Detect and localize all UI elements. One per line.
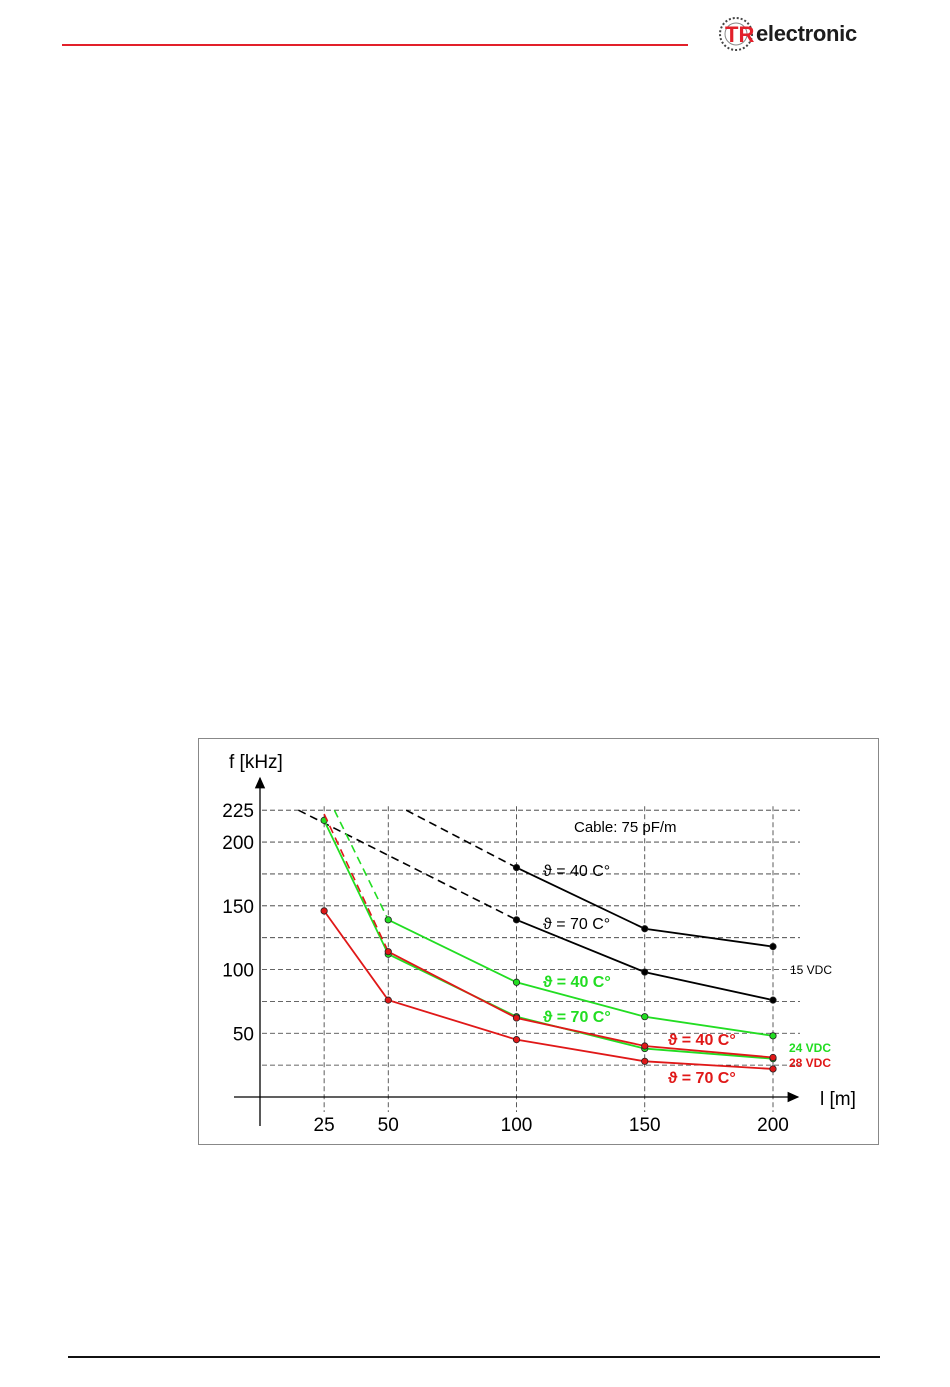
x-tick-label-25: 25 bbox=[314, 1115, 335, 1136]
voltage-label-2: 28 VDC bbox=[789, 1056, 831, 1070]
series-4-point-2 bbox=[641, 1042, 649, 1050]
series-2-point-0 bbox=[384, 916, 392, 924]
series-4-line bbox=[387, 950, 774, 1059]
logo-initials: TR bbox=[725, 22, 754, 47]
series-5-point-0 bbox=[320, 907, 328, 915]
series-5-point-3 bbox=[641, 1057, 649, 1065]
series-2-label: ϑ = 40 C° bbox=[543, 974, 611, 991]
series-5-point-4 bbox=[769, 1065, 777, 1073]
series-5-point-1 bbox=[384, 996, 392, 1004]
y-tick-label-200: 200 bbox=[222, 833, 254, 854]
cable-annotation: Cable: 75 pF/m bbox=[574, 819, 677, 836]
company-logo: TR electronic bbox=[716, 14, 876, 54]
series-4-label: ϑ = 40 C° bbox=[668, 1032, 736, 1049]
series-5 bbox=[320, 907, 777, 1073]
header-rule bbox=[62, 44, 688, 46]
y-tick-label-100: 100 bbox=[222, 961, 254, 982]
y-tick-label-50: 50 bbox=[233, 1024, 254, 1045]
logo-wordmark: electronic bbox=[756, 21, 857, 46]
series-1-point-0 bbox=[512, 916, 521, 924]
y-axis-label: f [kHz] bbox=[229, 752, 283, 773]
series-5-point-2 bbox=[512, 1036, 521, 1044]
labels-layer: ϑ = 40 C° ϑ = 70 C° ϑ = 40 C° ϑ = 70 C° ϑ = … bbox=[543, 863, 832, 1087]
series-1-point-1 bbox=[641, 968, 649, 976]
ticks-layer: 25 50 100 150 200 50 100 150 200 225 bbox=[222, 801, 789, 1136]
series-0-point-1 bbox=[641, 925, 649, 933]
logo-emblem-icon: TR bbox=[719, 17, 754, 51]
series-0-extrapolation bbox=[405, 809, 517, 869]
series-1 bbox=[298, 809, 777, 1004]
voltage-label-1: 24 VDC bbox=[789, 1041, 831, 1055]
series-2 bbox=[333, 809, 777, 1040]
series-2-line bbox=[387, 919, 774, 1037]
x-tick-label-200: 200 bbox=[757, 1115, 789, 1136]
series-0-point-2 bbox=[769, 942, 777, 951]
series-0 bbox=[405, 809, 777, 951]
y-tick-label-150: 150 bbox=[222, 897, 254, 918]
footer-rule bbox=[68, 1356, 880, 1358]
series-0-point-0 bbox=[512, 863, 521, 872]
series-2-extrapolation bbox=[333, 809, 389, 921]
series-2-point-2 bbox=[641, 1013, 649, 1021]
x-axis-label: l [m] bbox=[820, 1089, 856, 1110]
series-1-label: ϑ = 70 C° bbox=[543, 916, 610, 933]
series-4 bbox=[323, 813, 777, 1062]
series-4-extrapolation bbox=[323, 813, 389, 953]
series-3-label: ϑ = 70 C° bbox=[543, 1009, 611, 1026]
series-1-extrapolation bbox=[298, 809, 517, 921]
x-tick-label-150: 150 bbox=[629, 1115, 661, 1136]
series-1-point-2 bbox=[769, 996, 777, 1004]
x-tick-label-100: 100 bbox=[501, 1115, 533, 1136]
series-2-point-3 bbox=[769, 1032, 777, 1040]
series-4-point-1 bbox=[512, 1014, 521, 1022]
x-tick-label-50: 50 bbox=[378, 1115, 399, 1136]
series-0-label: ϑ = 40 C° bbox=[543, 863, 610, 880]
series-4-point-3 bbox=[769, 1053, 777, 1062]
voltage-label-0: 15 VDC bbox=[790, 963, 832, 977]
axes-layer: f [kHz] l [m] Cable: 75 pF/m bbox=[229, 752, 856, 1126]
series-layer bbox=[298, 809, 777, 1073]
chart-frame bbox=[198, 738, 879, 1145]
series-2-point-1 bbox=[512, 978, 521, 986]
series-5-label: ϑ = 70 C° bbox=[668, 1070, 736, 1087]
series-4-point-0 bbox=[384, 948, 392, 956]
y-tick-label-225: 225 bbox=[222, 801, 254, 822]
